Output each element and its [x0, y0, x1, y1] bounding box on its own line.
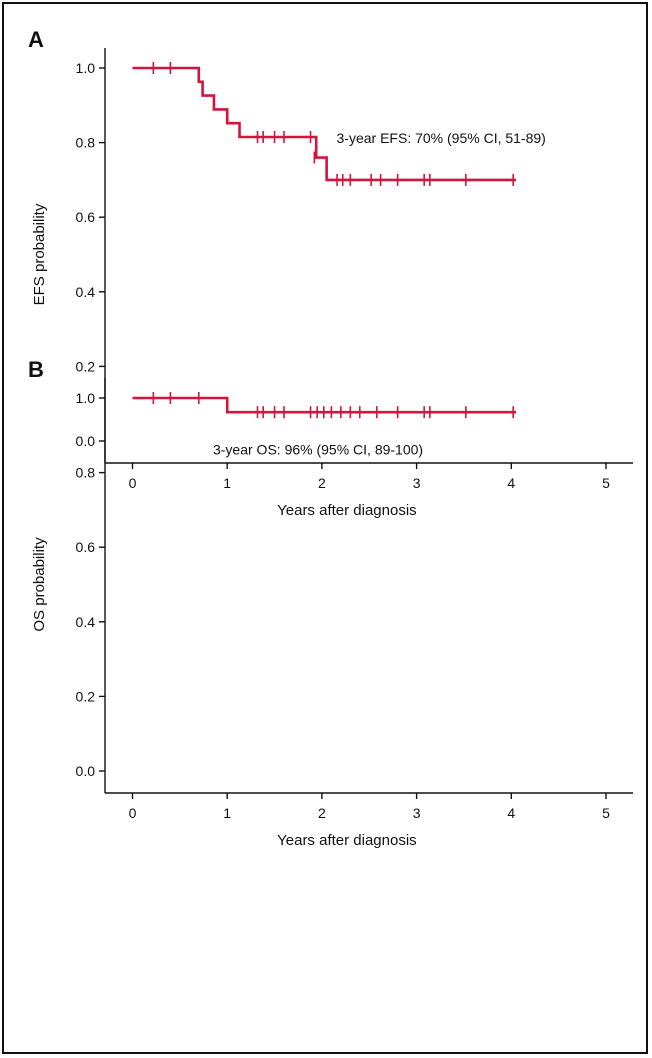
x-tick-label: 5: [602, 805, 610, 821]
y-axis-title: OS probability: [31, 537, 48, 632]
y-tick-label: 0.8: [76, 135, 96, 151]
survival-curve: [132, 396, 517, 414]
y-tick-label: 0.4: [76, 284, 96, 300]
x-tick-label: 0: [129, 805, 137, 821]
y-tick-label: 1.0: [76, 60, 96, 76]
x-tick-label: 5: [602, 475, 610, 491]
y-axis-title: EFS probability: [31, 203, 48, 305]
x-tick-label: 4: [507, 475, 515, 491]
y-tick-label: 0.4: [76, 614, 96, 630]
panel-label: A: [28, 27, 44, 52]
survival-curve: [132, 66, 517, 182]
x-tick-label: 3: [413, 475, 421, 491]
y-tick-label: 0.2: [76, 358, 96, 374]
x-tick-label: 3: [413, 805, 421, 821]
y-tick-label: 0.0: [76, 433, 96, 449]
x-tick-label: 0: [129, 475, 137, 491]
x-tick-label: 2: [318, 805, 326, 821]
summary-annotation: 3-year EFS: 70% (95% CI, 51-89): [337, 130, 546, 146]
summary-annotation: 3-year OS: 96% (95% CI, 89-100): [213, 441, 423, 457]
x-tick-label: 1: [223, 475, 231, 491]
x-tick-label: 2: [318, 475, 326, 491]
y-tick-label: 0.8: [76, 465, 96, 481]
km-charts-svg: A 0.0 0.2 0.4 0.6 0.8 1.0 0 1 2 3 4 5 Years after dia…: [28, 27, 633, 849]
y-tick-label: 0.0: [76, 763, 96, 779]
panel-label: B: [28, 357, 44, 382]
x-tick-label: 4: [507, 805, 515, 821]
x-tick-label: 1: [223, 805, 231, 821]
y-tick-label: 0.6: [76, 539, 96, 555]
x-axis-title: Years after diagnosis: [277, 502, 417, 519]
y-tick-label: 1.0: [76, 390, 96, 406]
panel-b: B 0.0 0.2 0.4 0.6 0.8 1.0 0 1 2 3 4 5 Years after dia…: [28, 357, 633, 849]
x-axis-title: Years after diagnosis: [277, 832, 417, 849]
y-tick-label: 0.6: [76, 209, 96, 225]
panel-a: A 0.0 0.2 0.4 0.6 0.8 1.0 0 1 2 3 4 5 Years after dia…: [28, 27, 633, 519]
y-tick-label: 0.2: [76, 688, 96, 704]
